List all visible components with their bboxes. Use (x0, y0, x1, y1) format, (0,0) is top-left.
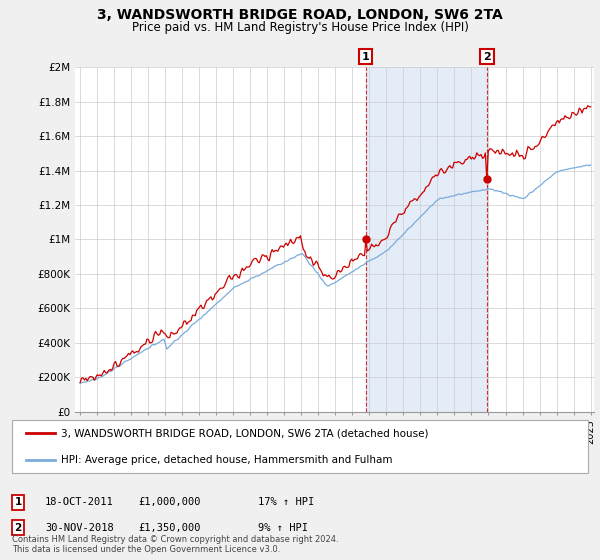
Text: Price paid vs. HM Land Registry's House Price Index (HPI): Price paid vs. HM Land Registry's House … (131, 21, 469, 34)
Text: 3, WANDSWORTH BRIDGE ROAD, LONDON, SW6 2TA (detached house): 3, WANDSWORTH BRIDGE ROAD, LONDON, SW6 2… (61, 428, 428, 438)
Text: 18-OCT-2011: 18-OCT-2011 (45, 497, 114, 507)
Text: 9% ↑ HPI: 9% ↑ HPI (258, 522, 308, 533)
Text: 1: 1 (14, 497, 22, 507)
Text: 1: 1 (362, 52, 370, 62)
Text: Contains HM Land Registry data © Crown copyright and database right 2024.
This d: Contains HM Land Registry data © Crown c… (12, 535, 338, 554)
Text: 2: 2 (14, 522, 22, 533)
Text: 30-NOV-2018: 30-NOV-2018 (45, 522, 114, 533)
Text: 17% ↑ HPI: 17% ↑ HPI (258, 497, 314, 507)
Text: 3, WANDSWORTH BRIDGE ROAD, LONDON, SW6 2TA: 3, WANDSWORTH BRIDGE ROAD, LONDON, SW6 2… (97, 8, 503, 22)
Text: HPI: Average price, detached house, Hammersmith and Fulham: HPI: Average price, detached house, Hamm… (61, 455, 392, 465)
Text: 2: 2 (483, 52, 491, 62)
FancyBboxPatch shape (12, 420, 588, 473)
Bar (366, 67, 487, 412)
Text: £1,350,000: £1,350,000 (138, 522, 200, 533)
Text: £1,000,000: £1,000,000 (138, 497, 200, 507)
